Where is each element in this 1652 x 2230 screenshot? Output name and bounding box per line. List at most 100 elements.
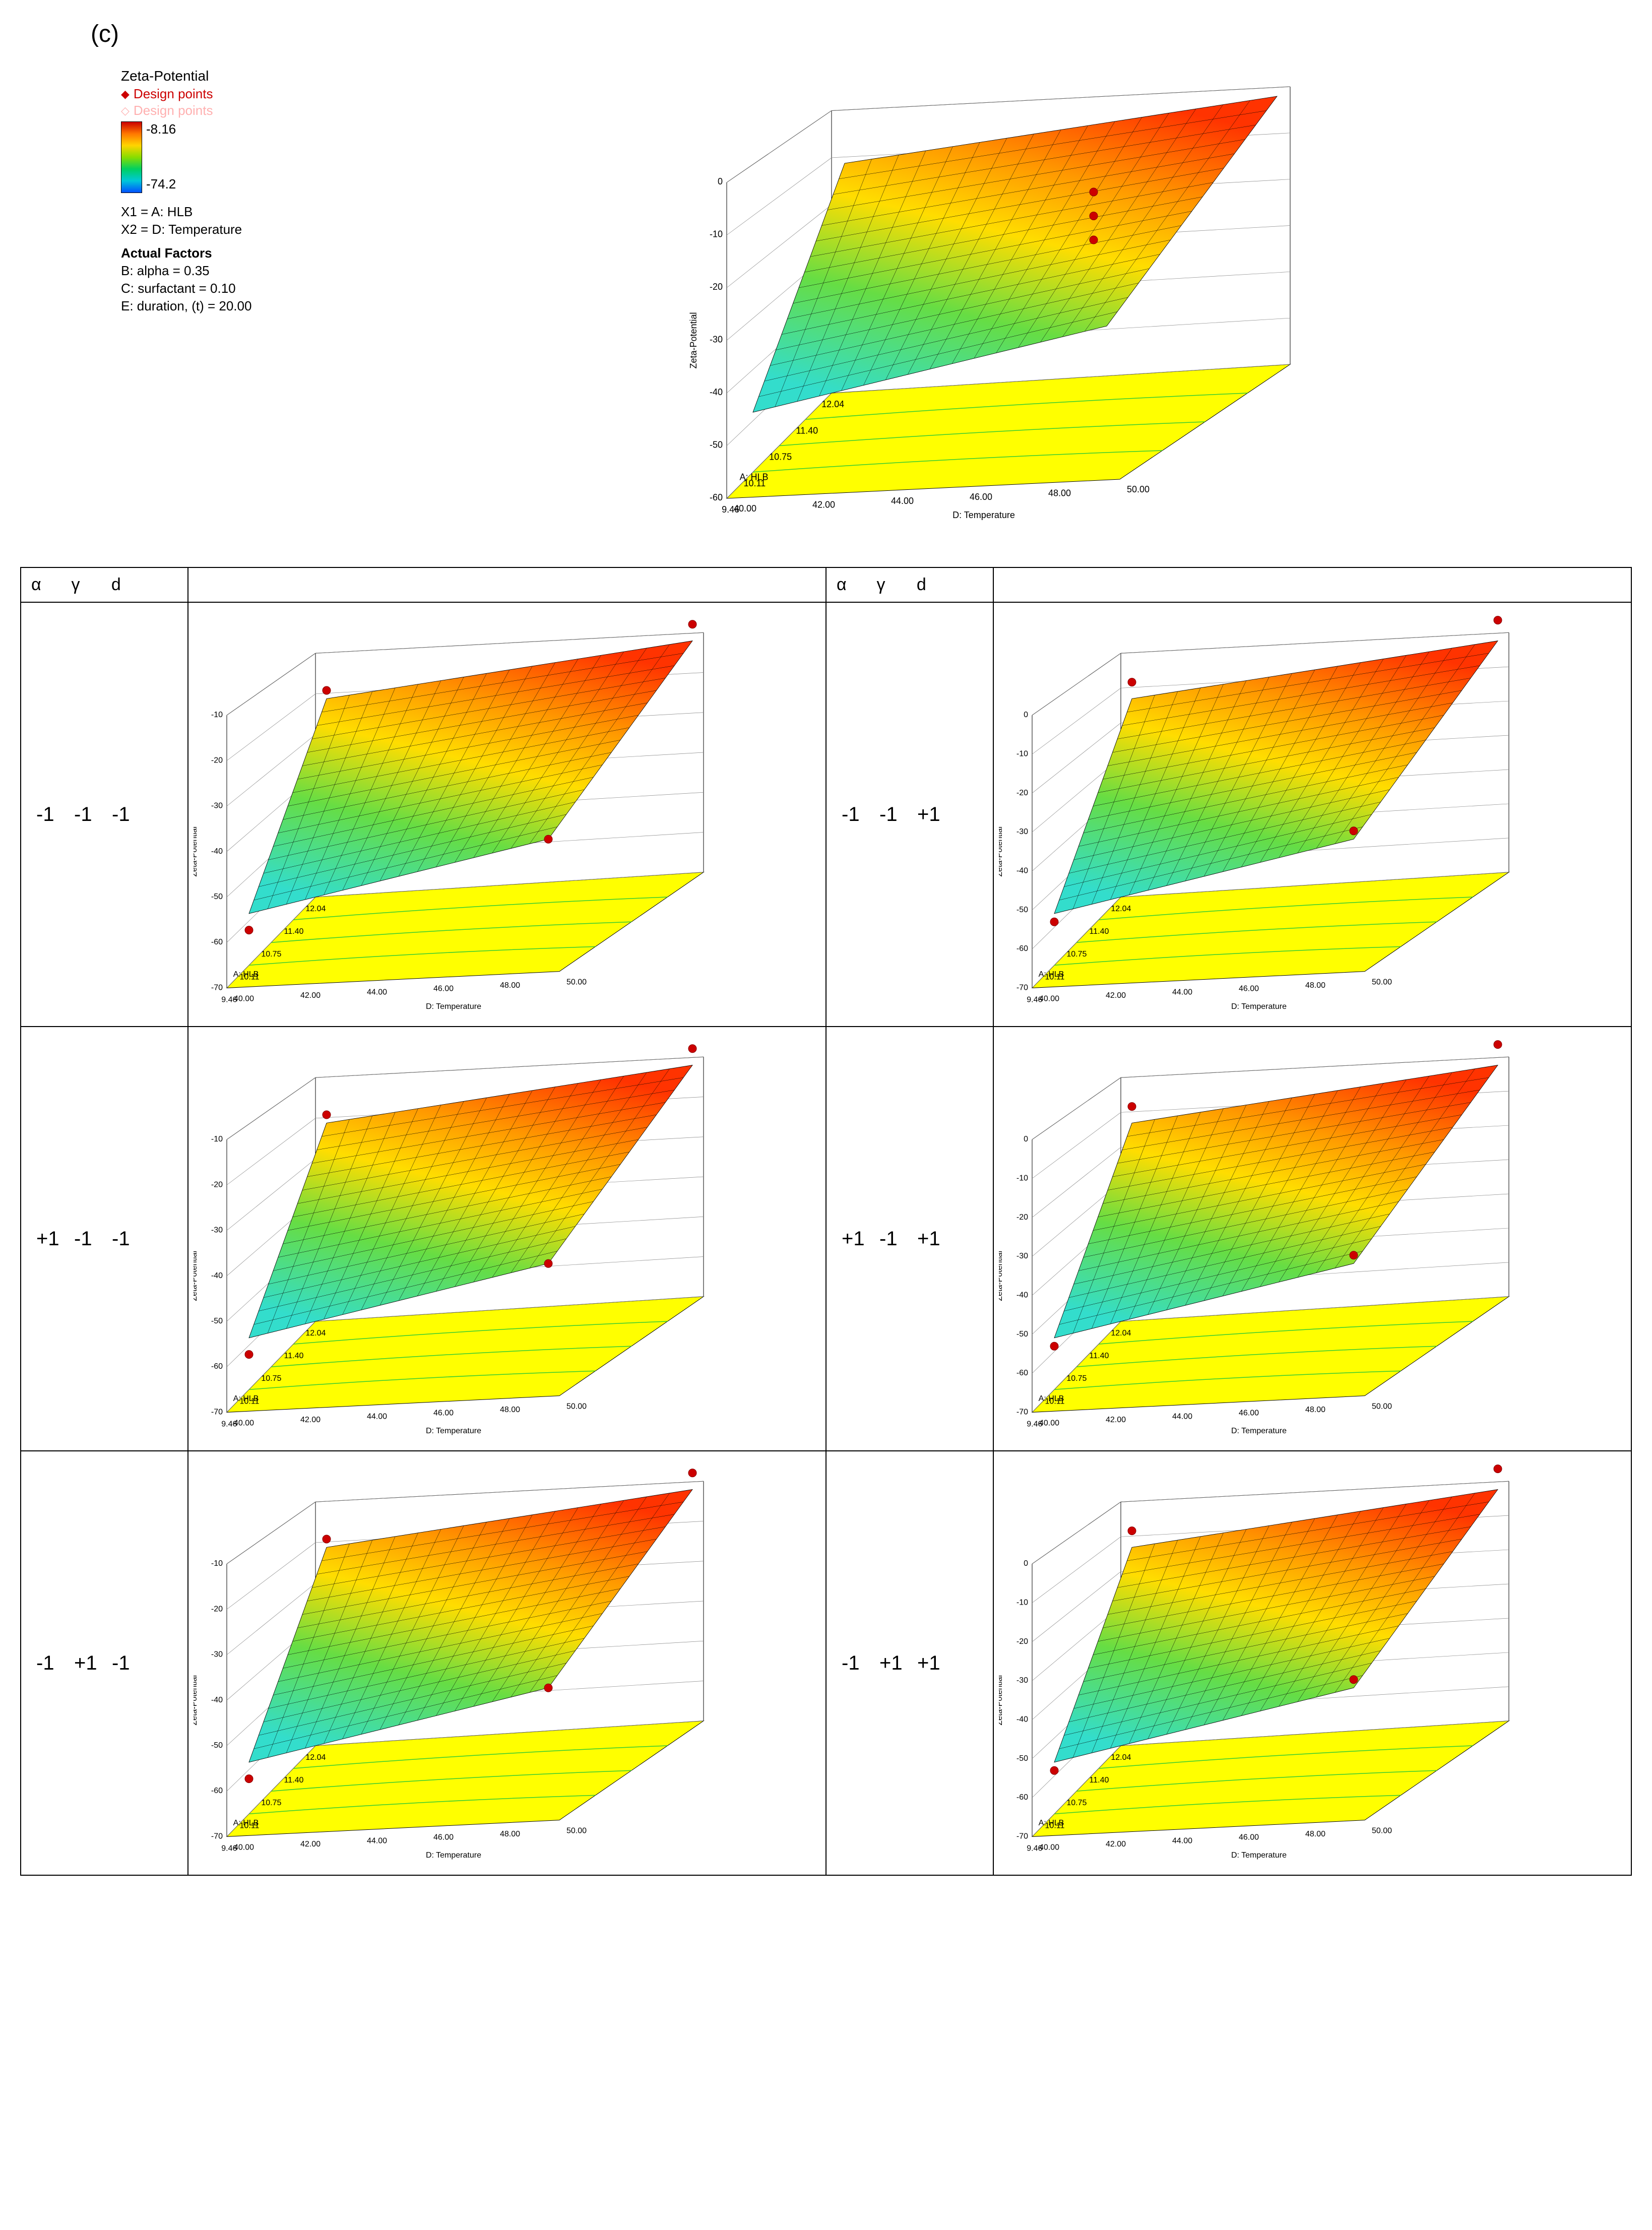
chart-cell-right: 0-10-20-30-40-50-60-7012.0411.4010.7510.… xyxy=(993,602,1631,1027)
level-cell-right: +1-1+1 xyxy=(826,1027,993,1451)
svg-text:D: Temperature: D: Temperature xyxy=(1231,1851,1287,1860)
svg-text:11.40: 11.40 xyxy=(284,1352,304,1360)
svg-text:-30: -30 xyxy=(710,335,723,345)
svg-text:11.40: 11.40 xyxy=(796,425,818,435)
svg-text:-40: -40 xyxy=(211,1696,223,1704)
svg-text:50.00: 50.00 xyxy=(1127,484,1150,494)
svg-text:Zeta-Potential: Zeta-Potential xyxy=(194,1675,199,1726)
svg-text:-30: -30 xyxy=(211,802,223,810)
svg-text:12.04: 12.04 xyxy=(1111,1329,1131,1337)
header-right: α γ d xyxy=(826,567,993,602)
chart-cell-right: 0-10-20-30-40-50-60-7012.0411.4010.7510.… xyxy=(993,1027,1631,1451)
svg-text:12.04: 12.04 xyxy=(1111,1753,1131,1762)
svg-text:11.40: 11.40 xyxy=(1090,927,1109,936)
svg-text:A: HLB: A: HLB xyxy=(233,970,259,979)
svg-text:D: Temperature: D: Temperature xyxy=(1231,1427,1287,1435)
svg-text:-10: -10 xyxy=(211,711,223,719)
svg-text:42.00: 42.00 xyxy=(300,1840,321,1849)
svg-text:44.00: 44.00 xyxy=(367,1412,387,1421)
actual-factors-list: B: alpha = 0.35 C: surfactant = 0.10 E: … xyxy=(121,262,398,315)
svg-text:-40: -40 xyxy=(710,387,723,397)
small-surface-chart: 0-10-20-30-40-50-60-7012.0411.4010.7510.… xyxy=(999,1456,1626,1870)
svg-text:40.00: 40.00 xyxy=(734,503,756,514)
svg-text:44.00: 44.00 xyxy=(367,1836,387,1845)
actual-factors-title: Actual Factors xyxy=(121,245,398,261)
svg-text:-10: -10 xyxy=(1016,1174,1028,1183)
svg-text:44.00: 44.00 xyxy=(367,988,387,996)
factor-e: E: duration, (t) = 20.00 xyxy=(121,297,398,315)
design-points-red-label: Design points xyxy=(134,86,213,102)
svg-text:A: HLB: A: HLB xyxy=(233,1394,259,1403)
svg-text:-40: -40 xyxy=(1016,1715,1028,1724)
svg-text:-30: -30 xyxy=(1016,1676,1028,1685)
svg-text:42.00: 42.00 xyxy=(1106,1416,1126,1424)
svg-text:-50: -50 xyxy=(710,440,723,450)
level-cell-right: -1+1+1 xyxy=(826,1451,993,1875)
chart-cell-left: -10-20-30-40-50-60-7012.0411.4010.7510.1… xyxy=(188,602,826,1027)
small-surface-chart: -10-20-30-40-50-60-7012.0411.4010.7510.1… xyxy=(194,1032,820,1445)
svg-text:-60: -60 xyxy=(211,1362,223,1371)
svg-text:40.00: 40.00 xyxy=(1039,994,1059,1003)
svg-text:48.00: 48.00 xyxy=(1305,1406,1325,1414)
svg-text:-30: -30 xyxy=(211,1226,223,1235)
svg-text:-50: -50 xyxy=(1016,1330,1028,1339)
svg-text:A: HLB: A: HLB xyxy=(739,472,768,482)
svg-text:-60: -60 xyxy=(211,1787,223,1795)
legend-box: Zeta-Potential ◆ Design points ◇ Design … xyxy=(20,58,398,322)
level-cell-left: +1-1-1 xyxy=(21,1027,188,1451)
svg-text:40.00: 40.00 xyxy=(234,1419,254,1427)
svg-text:42.00: 42.00 xyxy=(300,991,321,1000)
svg-text:48.00: 48.00 xyxy=(1305,1830,1325,1838)
colorbar-low: -74.2 xyxy=(146,176,176,192)
small-surface-chart: 0-10-20-30-40-50-60-7012.0411.4010.7510.… xyxy=(999,608,1626,1021)
svg-text:-70: -70 xyxy=(211,983,223,992)
level-cell-left: -1+1-1 xyxy=(21,1451,188,1875)
svg-text:46.00: 46.00 xyxy=(1239,985,1259,993)
svg-text:42.00: 42.00 xyxy=(1106,1840,1126,1849)
svg-text:50.00: 50.00 xyxy=(1372,1403,1392,1411)
svg-text:-40: -40 xyxy=(1016,866,1028,875)
main-surface-chart: 0-10-20-30-40-50-6012.0411.4010.7510.119… xyxy=(687,58,1343,537)
small-surface-chart: 0-10-20-30-40-50-60-7012.0411.4010.7510.… xyxy=(999,1032,1626,1445)
svg-text:48.00: 48.00 xyxy=(1305,981,1325,990)
svg-text:Zeta-Potential: Zeta-Potential xyxy=(999,1675,1004,1726)
svg-text:-20: -20 xyxy=(211,756,223,764)
svg-text:Zeta-Potential: Zeta-Potential xyxy=(688,312,698,368)
svg-text:D: Temperature: D: Temperature xyxy=(1231,1002,1287,1011)
svg-text:12.04: 12.04 xyxy=(1111,905,1131,913)
svg-text:11.40: 11.40 xyxy=(284,1776,304,1785)
svg-text:10.75: 10.75 xyxy=(1066,1799,1087,1807)
table-row: -1+1-1-10-20-30-40-50-60-7012.0411.4010.… xyxy=(21,1451,1631,1875)
factor-b: B: alpha = 0.35 xyxy=(121,262,398,280)
svg-text:12.04: 12.04 xyxy=(305,905,326,913)
table-row: +1-1-1-10-20-30-40-50-60-7012.0411.4010.… xyxy=(21,1027,1631,1451)
svg-text:42.00: 42.00 xyxy=(300,1416,321,1424)
svg-text:-70: -70 xyxy=(1016,1832,1028,1840)
small-surface-chart: -10-20-30-40-50-60-7012.0411.4010.7510.1… xyxy=(194,608,820,1021)
svg-text:46.00: 46.00 xyxy=(433,1833,454,1842)
svg-text:46.00: 46.00 xyxy=(433,985,454,993)
svg-text:A: HLB: A: HLB xyxy=(1039,1819,1064,1827)
svg-text:-30: -30 xyxy=(211,1650,223,1659)
svg-text:-20: -20 xyxy=(1016,1637,1028,1646)
hdr-alpha: α xyxy=(31,575,67,595)
svg-text:Zeta-Potential: Zeta-Potential xyxy=(194,1251,199,1301)
svg-text:-20: -20 xyxy=(211,1180,223,1189)
svg-text:-10: -10 xyxy=(710,229,723,239)
svg-text:-20: -20 xyxy=(1016,1213,1028,1222)
svg-text:48.00: 48.00 xyxy=(500,1406,520,1414)
svg-text:-60: -60 xyxy=(710,492,723,502)
svg-text:10.75: 10.75 xyxy=(261,950,281,959)
svg-text:10.75: 10.75 xyxy=(1066,950,1087,959)
svg-text:-60: -60 xyxy=(211,938,223,946)
colorbar xyxy=(121,121,142,193)
svg-text:0: 0 xyxy=(718,176,723,186)
header-chart-right xyxy=(993,567,1631,602)
svg-text:-60: -60 xyxy=(1016,1369,1028,1377)
svg-text:-70: -70 xyxy=(1016,983,1028,992)
panel-label: (c) xyxy=(20,20,1632,48)
x1-label: X1 = A: HLB xyxy=(121,203,398,221)
svg-text:Zeta-Potential: Zeta-Potential xyxy=(194,826,199,877)
main-chart-slot: 0-10-20-30-40-50-6012.0411.4010.7510.119… xyxy=(398,58,1632,537)
svg-text:11.40: 11.40 xyxy=(1090,1776,1109,1785)
